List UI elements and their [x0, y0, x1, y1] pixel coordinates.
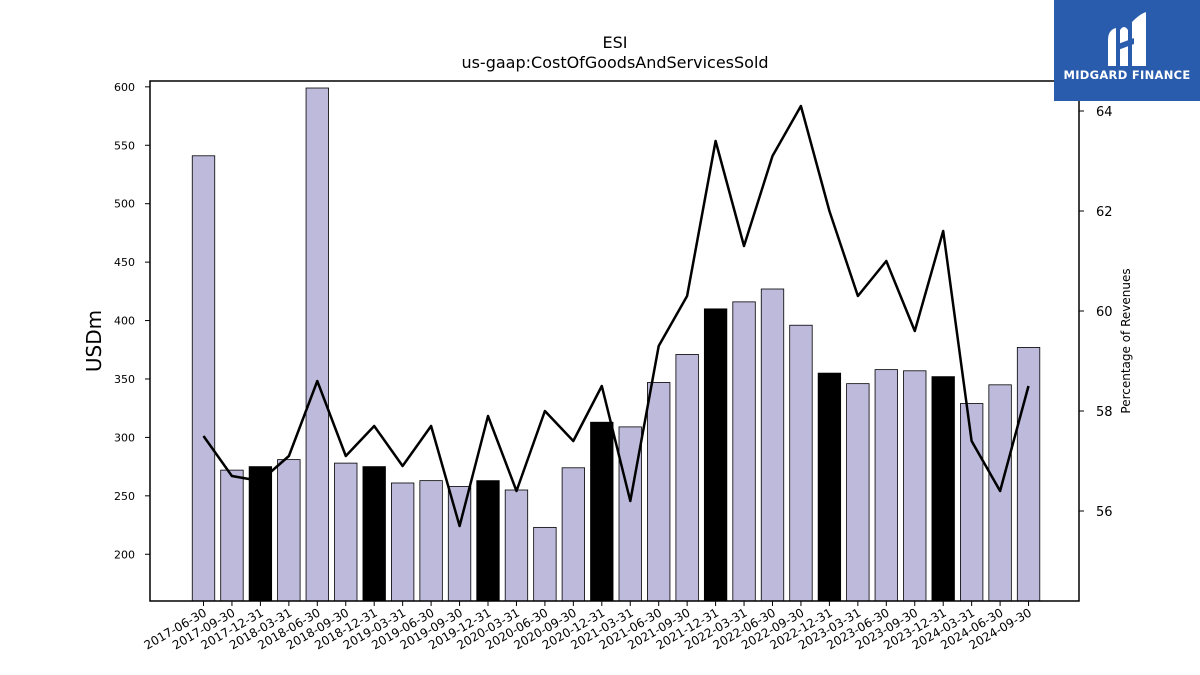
chart-subtitle: us-gaap:CostOfGoodsAndServicesSold	[461, 53, 768, 72]
bar-2022-03-31	[732, 301, 756, 602]
percentage-line	[202, 104, 1030, 528]
bar-2017-12-31	[248, 466, 273, 602]
y-tick-label: 550	[114, 139, 135, 152]
bar-2021-12-31	[703, 308, 728, 602]
y-tick-label: 250	[114, 490, 135, 503]
plot-frame	[149, 80, 1080, 602]
left-axis-ticks: 200 250 300 350 400 450 500 550 600	[114, 81, 150, 561]
bar-2023-12-31	[931, 376, 955, 602]
bar-2019-09-30	[447, 486, 472, 602]
bar-2020-09-30	[561, 467, 585, 602]
logo-text: MIDGARD FINANCE	[1063, 68, 1191, 82]
bar-2023-06-30	[874, 369, 898, 602]
y2-tick-label: 64	[1096, 105, 1113, 120]
bar-2019-06-30	[419, 480, 443, 602]
y2-axis-label: Percentage of Revenues	[1119, 268, 1133, 413]
bars-group	[191, 87, 1041, 602]
right-axis-ticks: 56 58 60 62 64	[1079, 105, 1113, 520]
bar-2020-12-31	[590, 421, 614, 602]
bar-2019-12-31	[476, 480, 500, 602]
bar-2019-03-31	[390, 482, 415, 602]
bar-2022-09-30	[789, 324, 813, 602]
bar-2021-09-30	[675, 354, 699, 602]
line-group	[202, 104, 1030, 528]
bar-2017-09-30	[220, 469, 244, 602]
bar-2017-06-30	[191, 155, 216, 602]
y2-tick-label: 62	[1096, 205, 1113, 220]
logo-mark-icon	[1108, 12, 1146, 66]
bar-2018-12-31	[362, 466, 386, 602]
y-tick-label: 350	[114, 373, 135, 386]
y-tick-label: 300	[114, 431, 135, 444]
y-tick-label: 600	[114, 81, 135, 94]
y2-tick-label: 58	[1096, 405, 1113, 420]
y2-tick-label: 56	[1096, 505, 1113, 520]
chart-title: ESI	[603, 33, 628, 52]
bar-2021-06-30	[647, 382, 671, 602]
bar-2018-09-30	[334, 462, 358, 602]
y-tick-label: 200	[114, 548, 135, 561]
y-tick-label: 400	[114, 315, 135, 328]
bar-2024-06-30	[988, 384, 1012, 602]
bar-2020-06-30	[533, 526, 557, 602]
bar-2018-03-31	[277, 459, 301, 602]
bar-2022-12-31	[817, 372, 842, 602]
bar-2023-09-30	[903, 370, 927, 602]
bar-2022-06-30	[760, 288, 785, 602]
bar-2020-03-31	[504, 489, 529, 602]
y-tick-label: 450	[114, 256, 135, 269]
y-axis-label: USDm	[82, 310, 106, 372]
midgard-finance-logo: MIDGARD FINANCE	[1054, 0, 1200, 101]
y2-tick-label: 60	[1096, 305, 1113, 320]
bar-2018-06-30	[305, 87, 329, 602]
x-axis-ticks: 2017-06-302017-09-302017-12-312018-03-31…	[142, 601, 1034, 652]
bar-2024-09-30	[1016, 347, 1041, 602]
bar-2023-03-31	[846, 383, 870, 602]
y-tick-label: 500	[114, 198, 135, 211]
